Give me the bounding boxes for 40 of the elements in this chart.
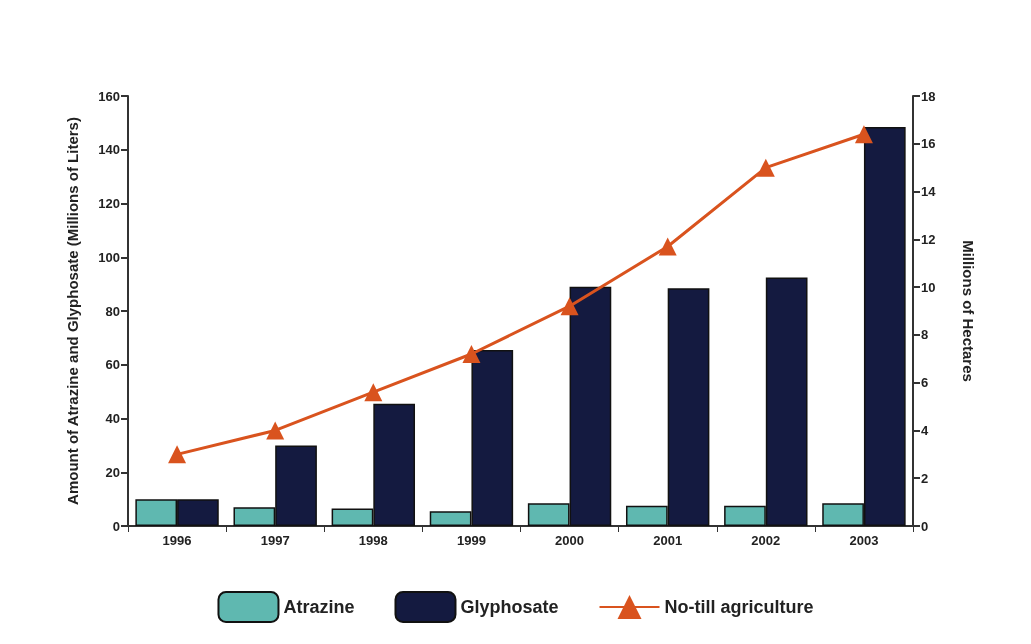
x-tick-label: 1999 — [456, 533, 486, 548]
y-tick-label: 20 — [105, 464, 120, 480]
legend-label: No-till agriculture — [664, 597, 814, 617]
y-tick-label: 160 — [98, 88, 120, 104]
x-tick-label: 1997 — [260, 533, 290, 548]
y2-tick-label: 8 — [921, 327, 929, 343]
legend-label: Atrazine — [283, 597, 355, 617]
y-tick-label: 100 — [98, 249, 120, 265]
y2-tick-label: 6 — [921, 375, 929, 391]
y2-axis-title: Millions of Hectares — [960, 240, 977, 382]
y2-tick-label: 16 — [921, 136, 936, 152]
x-tick-label: 2000 — [555, 533, 585, 548]
y-axis-title: Amount of Atrazine and Glyphosate (Millions of Liters) — [64, 117, 81, 505]
x-tick-label: 2002 — [751, 533, 781, 548]
y2-tick-label: 0 — [921, 518, 929, 534]
y-tick-label: 140 — [98, 142, 120, 158]
y-tick-label: 60 — [105, 357, 120, 373]
x-tick-label: 1996 — [162, 533, 192, 548]
legend-label: Glyphosate — [460, 597, 559, 617]
point — [658, 237, 677, 256]
y2-tick-label: 18 — [921, 88, 936, 104]
point — [560, 297, 579, 316]
y-tick-label: 80 — [105, 303, 120, 319]
y-tick-label: 0 — [112, 518, 120, 534]
y-tick-label: 40 — [105, 411, 120, 426]
point — [266, 421, 285, 440]
point — [364, 383, 383, 402]
y2-tick-label: 10 — [921, 279, 936, 295]
x-tick-label: 2003 — [849, 533, 879, 548]
y-tick-label: 120 — [98, 196, 120, 211]
y2-tick-label: 14 — [921, 184, 937, 200]
point — [756, 158, 775, 177]
point — [854, 125, 873, 144]
y2-tick-label: 4 — [921, 422, 929, 438]
point — [462, 345, 481, 363]
x-tick-label: 1998 — [358, 533, 388, 548]
x-tick-label: 2001 — [653, 533, 683, 548]
y2-tick-label: 2 — [921, 470, 929, 486]
point — [168, 445, 187, 464]
y2-tick-label: 12 — [921, 231, 936, 247]
